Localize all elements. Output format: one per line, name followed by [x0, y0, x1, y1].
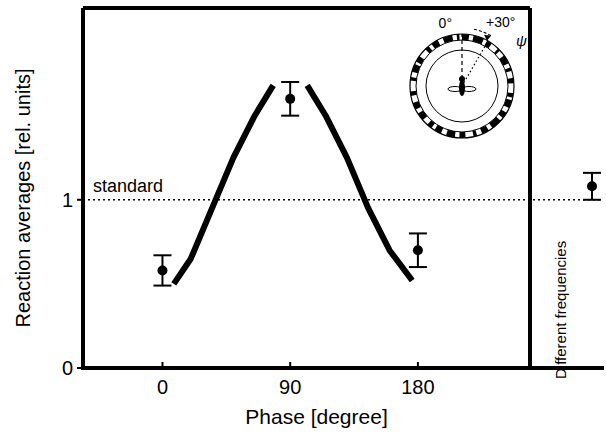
inset-30-line	[462, 41, 488, 86]
point	[587, 181, 597, 191]
inset-fly-wing	[448, 87, 462, 92]
inset-fly-head	[459, 76, 465, 82]
x-axis-title: Phase [degree]	[245, 405, 387, 428]
plot-area	[153, 82, 426, 286]
inset-stripe	[427, 120, 435, 128]
inset-stripe	[416, 56, 424, 64]
inset-label: 0°	[439, 15, 452, 31]
error-bar	[153, 255, 171, 285]
inset-stripe	[425, 46, 432, 53]
x-tick-label: 180	[401, 376, 434, 398]
inset-stripe	[462, 34, 469, 40]
inset-stripe	[507, 78, 513, 84]
inset-stripe	[431, 40, 440, 49]
error-bar	[281, 82, 299, 116]
side-panel-label: Different frequencies	[552, 241, 569, 379]
frame-top	[83, 6, 530, 10]
inset-stripe	[457, 34, 460, 40]
reference-line	[83, 199, 602, 201]
inset-arena	[426, 50, 498, 122]
inset-inner-ring	[416, 40, 508, 132]
inset-arrow	[484, 35, 491, 41]
inset-label: ψ	[516, 32, 527, 49]
inset-stripe	[498, 110, 506, 118]
inset-stripe	[410, 77, 416, 81]
inset-ring	[410, 34, 514, 138]
point	[285, 94, 295, 104]
inset-stripe	[484, 41, 492, 49]
x-tick-label: 90	[279, 376, 301, 398]
error-cap	[583, 172, 601, 174]
inset-arc	[474, 29, 491, 36]
inset-fly-wing	[462, 87, 476, 92]
chart: standard Different frequencies 0 90 180 0 1 Pha…	[0, 0, 606, 441]
x-tick	[161, 362, 163, 368]
y-tick	[77, 367, 83, 369]
inset-label: +30°	[486, 14, 515, 30]
axis-frame	[83, 8, 604, 368]
panel-divider	[528, 8, 532, 368]
error-cap	[153, 254, 171, 256]
x-tick-label: 0	[157, 376, 168, 398]
point	[157, 265, 167, 275]
x-tick	[417, 362, 419, 368]
point	[413, 245, 423, 255]
y-axis-title: Reaction averages [rel. units]	[12, 68, 34, 327]
error-bar	[409, 233, 427, 267]
y-tick-label: 1	[62, 189, 73, 211]
inset: 0° +30°ψ	[410, 14, 527, 138]
error-bar	[583, 173, 601, 200]
error-cap	[583, 199, 601, 201]
inset-stripe	[459, 132, 465, 138]
error-cap	[281, 115, 299, 117]
error-cap	[409, 232, 427, 234]
error-cap	[281, 81, 299, 83]
y-tick-label: 0	[62, 357, 73, 379]
error-cap	[153, 285, 171, 287]
x-tick	[289, 362, 291, 368]
error-cap	[409, 266, 427, 268]
curve	[174, 85, 412, 284]
y-tick	[77, 199, 83, 201]
reference-label: standard	[93, 176, 163, 196]
